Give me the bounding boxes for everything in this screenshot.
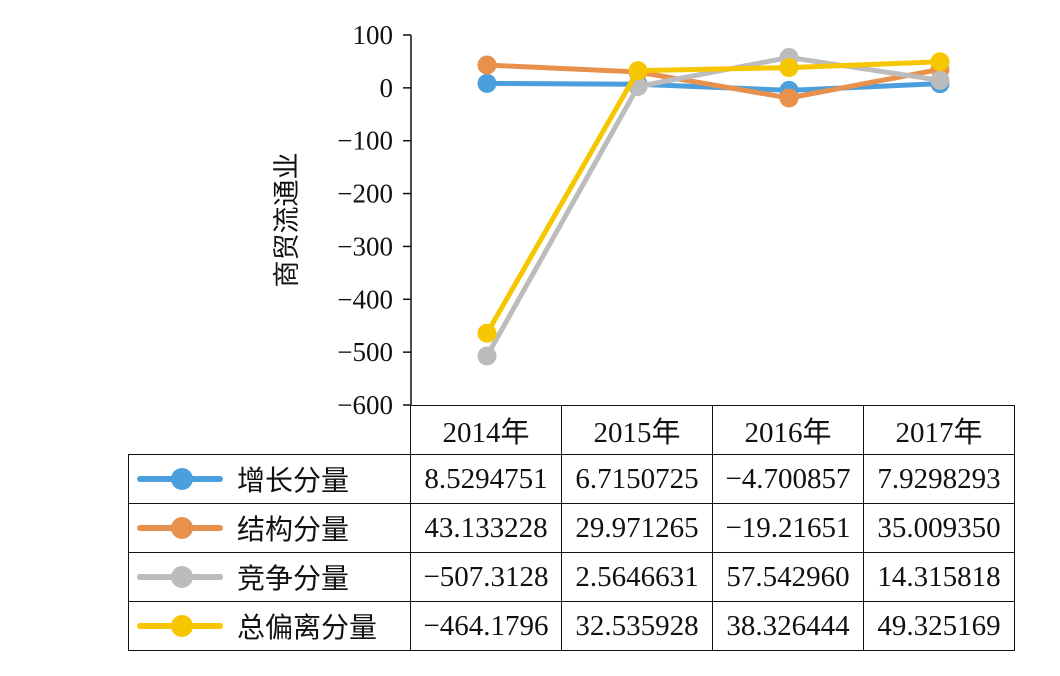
data-point (930, 52, 950, 72)
table-header-row: 2014年 2015年 2016年 2017年 (128, 405, 1015, 455)
data-point (477, 73, 497, 93)
data-point (930, 70, 950, 90)
legend-label: 总偏离分量 (237, 611, 378, 644)
series-line (484, 59, 943, 336)
legend-label: 竞争分量 (237, 562, 350, 595)
category-header: 2017年 (863, 405, 1015, 455)
table-row: 总偏离分量 −464.1796 32.535928 38.326444 49.3… (128, 601, 1015, 651)
legend-marker-dot (171, 468, 193, 490)
series-lines (477, 47, 950, 366)
legend-entry: 增长分量 (128, 454, 411, 504)
category-header: 2016年 (712, 405, 864, 455)
y-tick-label: −400 (337, 284, 393, 314)
category-header: 2014年 (410, 405, 562, 455)
y-axis-label: 商贸流通业 (272, 153, 303, 288)
table-cell: 38.326444 (712, 601, 864, 651)
series-4 (477, 52, 950, 343)
data-point (477, 346, 497, 366)
legend-marker-dot (171, 566, 193, 588)
table-cell: 32.535928 (561, 601, 713, 651)
table-row: 竞争分量 −507.3128 2.5646631 57.542960 14.31… (128, 552, 1015, 602)
table-cell: 43.133228 (410, 503, 562, 553)
table-corner (128, 405, 411, 455)
table-cell: 7.9298293 (863, 454, 1015, 504)
series-line (484, 54, 943, 359)
y-tick-label: −200 (337, 179, 393, 209)
table-row: 增长分量 8.5294751 6.7150725 −4.700857 7.929… (128, 454, 1015, 504)
table-row: 结构分量 43.133228 29.971265 −19.21651 35.00… (128, 503, 1015, 553)
legend-marker-line (137, 468, 223, 490)
y-tick-label: −300 (337, 231, 393, 261)
table-cell: −507.3128 (410, 552, 562, 602)
y-tick-label: 100 (353, 20, 394, 50)
table-cell: 14.315818 (863, 552, 1015, 602)
y-tick-label: 0 (380, 73, 394, 103)
table-cell: −19.21651 (712, 503, 864, 553)
legend-entry: 结构分量 (128, 503, 411, 553)
series-line (484, 62, 943, 101)
table-cell: 29.971265 (561, 503, 713, 553)
y-tick-label: −500 (337, 337, 393, 367)
legend-label: 增长分量 (237, 464, 350, 497)
series-3 (477, 47, 950, 366)
table-cell: 8.5294751 (410, 454, 562, 504)
table-cell: −464.1796 (410, 601, 562, 651)
data-point (779, 58, 799, 78)
data-point (477, 323, 497, 343)
table-cell: 6.7150725 (561, 454, 713, 504)
table-cell: −4.700857 (712, 454, 864, 504)
data-point (779, 88, 799, 108)
table-cell: 57.542960 (712, 552, 864, 602)
category-header: 2015年 (561, 405, 713, 455)
table-cell: 35.009350 (863, 503, 1015, 553)
data-point (477, 55, 497, 75)
y-tick-label: −100 (337, 126, 393, 156)
legend-marker-dot (171, 517, 193, 539)
legend-label: 结构分量 (237, 513, 350, 546)
legend-entry: 总偏离分量 (128, 601, 411, 651)
legend-marker-line (137, 615, 223, 637)
legend-marker-line (137, 566, 223, 588)
data-table: 2014年 2015年 2016年 2017年 增长分量 8.5294751 6… (128, 405, 1015, 651)
legend-marker-dot (171, 615, 193, 637)
table-cell: 2.5646631 (561, 552, 713, 602)
legend-marker-line (137, 517, 223, 539)
data-point (628, 61, 648, 81)
legend-entry: 竞争分量 (128, 552, 411, 602)
table-cell: 49.325169 (863, 601, 1015, 651)
